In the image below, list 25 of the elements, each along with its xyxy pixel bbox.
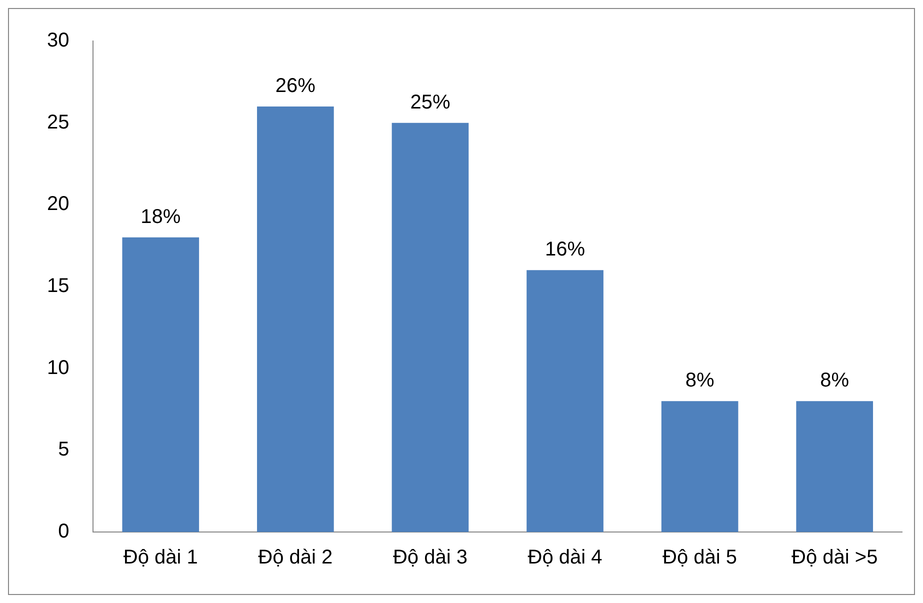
bar — [122, 237, 200, 532]
x-tick-label: Độ dài 4 — [528, 546, 602, 569]
bar — [257, 106, 334, 532]
x-tick-label: Độ dài 2 — [258, 546, 333, 569]
x-tick-label: Độ dài 3 — [392, 546, 468, 569]
y-tick-label: 10 — [46, 356, 70, 379]
y-tick-label: 5 — [58, 438, 70, 461]
x-tick-label: Độ dài 1 — [123, 546, 198, 569]
data-label: 25% — [410, 91, 450, 114]
y-tick-label: 0 — [58, 520, 70, 543]
data-label: 16% — [545, 238, 586, 261]
data-label: 8% — [685, 370, 714, 392]
data-label: 18% — [140, 206, 181, 228]
y-tick-label: 30 — [46, 30, 70, 52]
x-tick-label: Độ dài 5 — [662, 546, 738, 569]
y-tick-label: 20 — [46, 193, 70, 216]
bar — [796, 401, 874, 532]
bar — [661, 401, 738, 532]
data-label: 26% — [275, 74, 316, 97]
data-label: 8% — [820, 370, 850, 392]
y-tick-label: 15 — [46, 275, 70, 298]
y-tick-label: 25 — [46, 111, 70, 134]
bar — [526, 270, 604, 532]
x-tick-label: Độ dài >5 — [792, 546, 878, 569]
bar — [392, 122, 469, 532]
